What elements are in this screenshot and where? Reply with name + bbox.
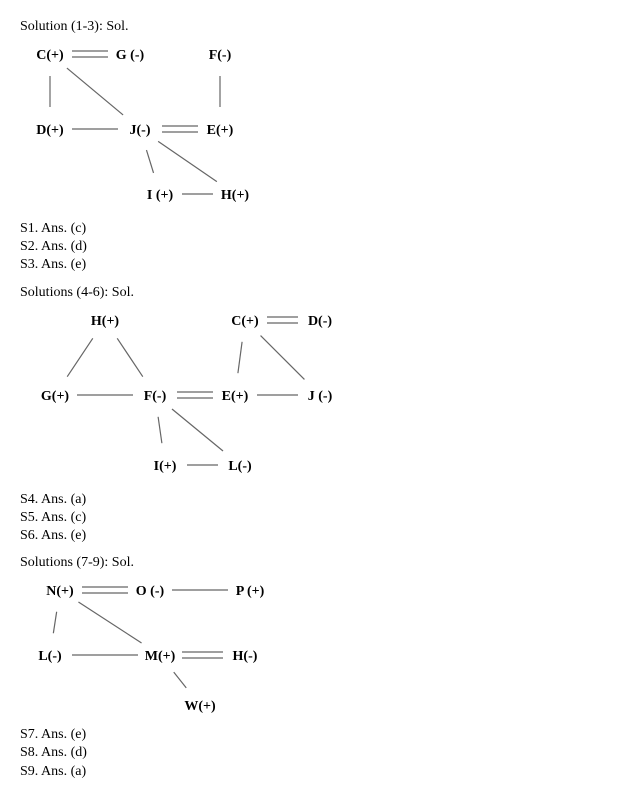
svg-text:H(-): H(-): [233, 649, 258, 664]
sec3-diagram: N(+) O (-) P (+) L(-) M(+) H(-) W(+): [20, 575, 616, 720]
sec1-diagram: C(+) G (-) F(-) D(+) J(-) E(+) I (+) H(+): [20, 39, 616, 214]
svg-text:E(+): E(+): [222, 389, 249, 404]
svg-text:L(-): L(-): [38, 649, 62, 664]
svg-text:C(+): C(+): [36, 48, 64, 63]
sec3-answers: S7. Ans. (e) S8. Ans. (d) S9. Ans. (a): [20, 726, 616, 781]
svg-text:W(+): W(+): [184, 699, 216, 714]
svg-text:I(+): I(+): [154, 459, 177, 474]
sec1-title: Solution (1-3): Sol.: [20, 19, 616, 35]
svg-text:D(-): D(-): [308, 314, 332, 329]
svg-text:G (-): G (-): [116, 48, 145, 63]
svg-text:H(+): H(+): [221, 188, 250, 203]
svg-text:C(+): C(+): [231, 314, 259, 329]
sec2-title: Solutions (4-6): Sol.: [20, 285, 616, 301]
svg-text:E(+): E(+): [207, 123, 234, 138]
svg-text:G(+): G(+): [41, 389, 70, 404]
sec2-answers: S4. Ans. (a) S5. Ans. (c) S6. Ans. (e): [20, 491, 616, 546]
answer-line: S6. Ans. (e): [20, 527, 616, 545]
sec2-diagram: H(+) C(+) D(-) G(+) F(-) E(+) J (-) I(+) L(-): [20, 305, 616, 485]
sec3-title: Solutions (7-9): Sol.: [20, 555, 616, 571]
svg-text:P (+): P (+): [236, 584, 265, 599]
svg-text:N(+): N(+): [46, 584, 74, 599]
sec1-answers: S1. Ans. (c) S2. Ans. (d) S3. Ans. (e): [20, 220, 616, 275]
answer-line: S7. Ans. (e): [20, 726, 616, 744]
svg-text:J (-): J (-): [308, 389, 333, 404]
answer-line: S5. Ans. (c): [20, 509, 616, 527]
svg-text:F(-): F(-): [144, 389, 167, 404]
svg-text:F(-): F(-): [209, 48, 232, 63]
answer-line: S4. Ans. (a): [20, 491, 616, 509]
svg-text:I (+): I (+): [147, 188, 174, 203]
answer-line: S9. Ans. (a): [20, 763, 616, 781]
answer-line: S2. Ans. (d): [20, 238, 616, 256]
svg-text:D(+): D(+): [36, 123, 64, 138]
answer-line: S8. Ans. (d): [20, 744, 616, 762]
svg-text:M(+): M(+): [145, 649, 176, 664]
svg-text:H(+): H(+): [91, 314, 120, 329]
svg-text:O (-): O (-): [136, 584, 165, 599]
answer-line: S3. Ans. (e): [20, 256, 616, 274]
answer-line: S1. Ans. (c): [20, 220, 616, 238]
svg-text:L(-): L(-): [228, 459, 252, 474]
svg-text:J(-): J(-): [130, 123, 151, 138]
